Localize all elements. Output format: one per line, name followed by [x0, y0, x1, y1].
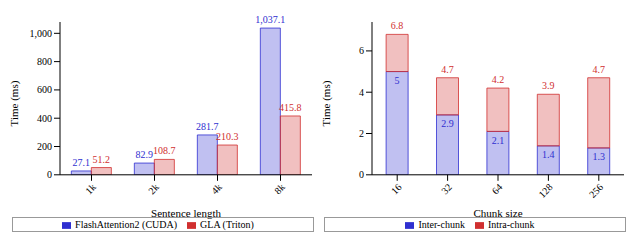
svg-text:4: 4: [359, 87, 364, 98]
svg-text:Time (ms): Time (ms): [8, 80, 21, 126]
svg-text:1.3: 1.3: [592, 151, 605, 162]
svg-text:2.9: 2.9: [441, 118, 454, 129]
svg-text:27.1: 27.1: [73, 157, 91, 168]
svg-text:6: 6: [359, 45, 364, 56]
svg-text:82.9: 82.9: [136, 149, 154, 160]
svg-text:4.7: 4.7: [441, 64, 454, 75]
svg-text:1,037.1: 1,037.1: [255, 14, 285, 25]
svg-text:128: 128: [536, 181, 554, 199]
svg-text:16: 16: [389, 181, 404, 196]
svg-text:2.1: 2.1: [492, 135, 505, 146]
svg-text:64: 64: [490, 181, 505, 196]
svg-text:1.4: 1.4: [542, 149, 555, 160]
svg-text:108.7: 108.7: [153, 145, 176, 156]
svg-text:200: 200: [37, 141, 52, 152]
svg-text:Chunk size: Chunk size: [473, 207, 522, 219]
svg-text:281.7: 281.7: [196, 120, 219, 132]
svg-text:Time (ms): Time (ms): [320, 80, 333, 126]
svg-text:6.8: 6.8: [391, 20, 404, 31]
svg-text:600: 600: [37, 84, 52, 95]
svg-text:4k: 4k: [209, 181, 224, 196]
html-text:FlashAttention2 (CUDA): FlashAttention2 (CUDA): [75, 218, 178, 230]
svg-text:4.2: 4.2: [492, 74, 505, 85]
svg-text:1,000: 1,000: [30, 28, 53, 39]
html-text:GLA (Triton): GLA (Triton): [200, 218, 254, 230]
svg-text:8k: 8k: [272, 181, 287, 196]
svg-text:Sentence length: Sentence length: [151, 207, 221, 219]
svg-text:800: 800: [37, 56, 52, 67]
svg-text:0: 0: [359, 169, 364, 180]
svg-text:400: 400: [37, 113, 52, 124]
svg-text:51.2: 51.2: [93, 154, 111, 165]
html-text:Inter-chunk: Inter-chunk: [418, 218, 465, 230]
svg-text:2k: 2k: [146, 181, 161, 196]
svg-text:4.7: 4.7: [592, 64, 605, 75]
svg-text:210.3: 210.3: [216, 131, 239, 142]
svg-text:32: 32: [439, 181, 454, 196]
svg-text:256: 256: [587, 181, 605, 199]
svg-text:415.8: 415.8: [279, 102, 302, 113]
svg-text:0: 0: [47, 169, 52, 180]
html-text:Intra-chunk: Intra-chunk: [487, 218, 535, 230]
svg-text:3.9: 3.9: [542, 80, 555, 91]
svg-text:1k: 1k: [83, 181, 98, 196]
svg-text:2: 2: [359, 128, 364, 139]
svg-text:5: 5: [395, 75, 400, 86]
